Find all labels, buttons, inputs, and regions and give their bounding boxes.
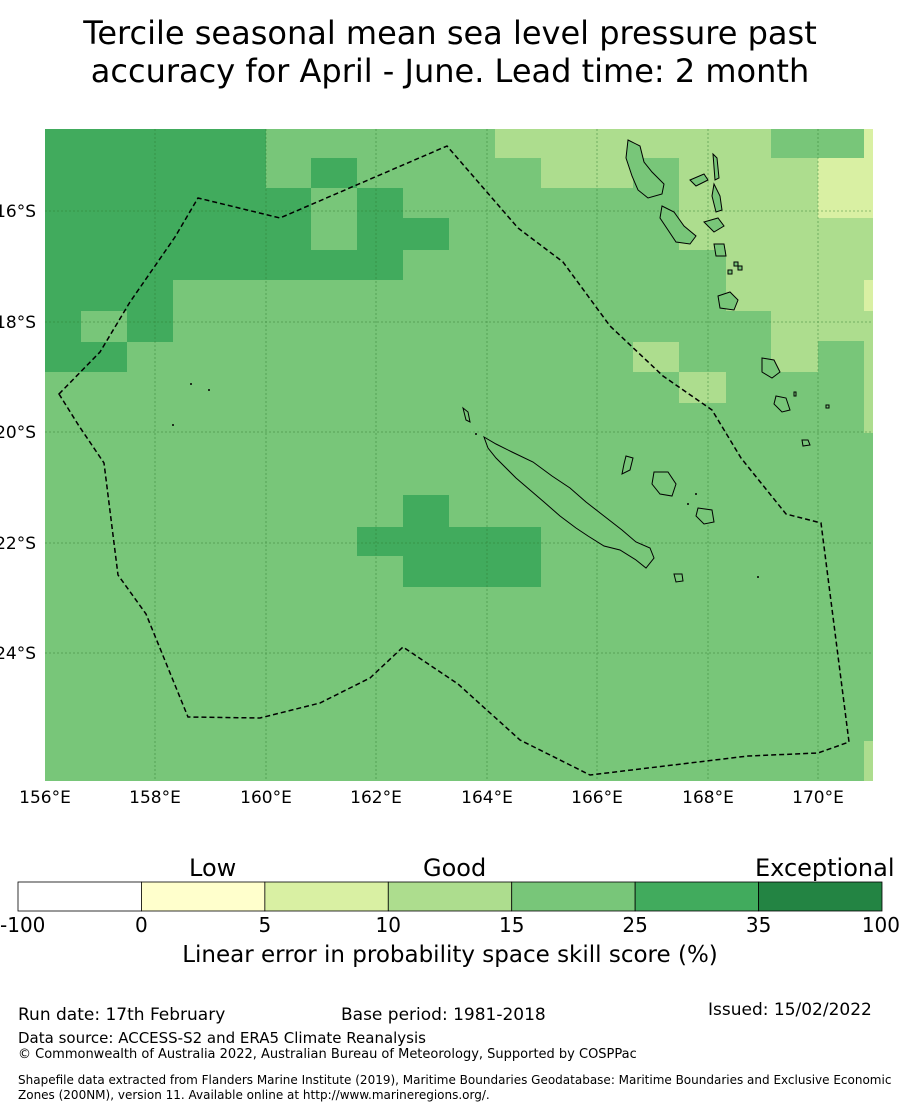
- vanuatu-espiritu-santo: [625, 139, 665, 199]
- vanuatu-tanna: [773, 395, 791, 413]
- lat-tick-label: 24°S: [0, 644, 36, 664]
- loyalty-island-mare: [695, 507, 715, 525]
- grid-cell: [679, 372, 726, 403]
- colorbar-tick-label: 10: [376, 913, 401, 937]
- lon-tick-label: 166°E: [571, 788, 623, 808]
- colorbar-category-low: Low: [189, 854, 237, 882]
- grid-cell: [357, 527, 541, 556]
- reef-dots: [172, 383, 759, 578]
- vanuatu-erromango: [761, 357, 781, 379]
- grid-cell: [311, 188, 357, 250]
- grid-cell: [266, 188, 311, 218]
- grid-cell: [311, 158, 357, 188]
- grid-cell: [403, 495, 449, 527]
- colorbar-swatch: [17, 881, 142, 912]
- colorbar-swatch: [511, 881, 636, 912]
- data-source: Data source: ACCESS-S2 and ERA5 Climate …: [18, 1029, 426, 1047]
- lat-tick-label: 22°S: [0, 534, 36, 554]
- colorbar-category-exceptional: Exceptional: [755, 854, 895, 882]
- grid-cell: [818, 158, 864, 218]
- grid-cell: [864, 129, 873, 218]
- colorbar-tick-label: -100: [0, 913, 45, 937]
- loyalty-island-lifou: [651, 471, 677, 497]
- lon-tick-label: 168°E: [682, 788, 734, 808]
- colorbar-category-good: Good: [423, 854, 487, 882]
- lon-tick-label: 160°E: [240, 788, 292, 808]
- graticule: [45, 129, 873, 781]
- grid-cell: [864, 280, 873, 311]
- issued-date: Issued: 15/02/2022: [708, 1000, 872, 1020]
- grid-cell: [633, 342, 679, 372]
- grid-cell: [771, 341, 818, 372]
- vanuatu-ambae: [689, 173, 709, 187]
- grid-cell: [403, 556, 541, 587]
- grid-cell: [864, 341, 873, 433]
- title-line-1: Tercile seasonal mean sea level pressure…: [83, 14, 817, 52]
- small-islet: [727, 269, 733, 275]
- colorbar-swatch: [264, 881, 389, 912]
- vanuatu-epi: [713, 243, 727, 257]
- colorbar-swatch: [141, 881, 266, 912]
- grid-cell: [403, 218, 449, 250]
- isle-of-pines: [673, 573, 684, 583]
- colorbar-tick-label: 0: [135, 913, 148, 937]
- new-caledonia-island: [483, 435, 655, 569]
- lat-tick-label: 20°S: [0, 423, 36, 443]
- colorbar-swatch: [634, 881, 759, 912]
- colorbar-tick-label: 5: [258, 913, 271, 937]
- grid-cell: [81, 311, 127, 342]
- small-islet: [825, 404, 830, 409]
- skill-grid: [45, 129, 873, 781]
- lon-tick-label: 164°E: [461, 788, 513, 808]
- map-title: Tercile seasonal mean sea level pressure…: [0, 14, 900, 90]
- colorbar: [17, 881, 883, 912]
- colorbar-swatch: [387, 881, 513, 912]
- lat-tick-labels: 16°S 18°S 20°S 22°S 24°S: [0, 202, 36, 664]
- vanuatu-ambrym: [703, 217, 725, 233]
- lon-tick-label: 156°E: [19, 788, 71, 808]
- colorbar-swatch: [758, 881, 883, 912]
- lat-tick-label: 18°S: [0, 313, 36, 333]
- coastlines: [462, 139, 830, 583]
- eez-boundary: [58, 145, 850, 776]
- grid-cell: [771, 158, 818, 341]
- small-islet: [793, 391, 797, 397]
- grid-cell: [357, 188, 403, 218]
- colorbar-tick-label: 100: [862, 913, 900, 937]
- loyalty-island-ouvea: [621, 455, 634, 475]
- lon-tick-labels: 156°E 158°E 160°E 162°E 164°E 166°E 168°…: [19, 788, 844, 808]
- vanuatu-efate: [717, 291, 739, 311]
- copyright: © Commonwealth of Australia 2022, Austra…: [18, 1047, 637, 1062]
- lon-tick-label: 162°E: [350, 788, 402, 808]
- grid-cell: [45, 342, 127, 372]
- belep-island: [462, 406, 471, 423]
- small-islet: [733, 261, 739, 267]
- colorbar-ticks: -100 0 5 10 15 25 35 100: [0, 913, 900, 937]
- grid-cell: [818, 218, 873, 341]
- colorbar-tick-label: 15: [499, 913, 524, 937]
- vanuatu-malekula: [659, 205, 697, 245]
- vanuatu-maewo: [712, 152, 720, 181]
- small-islet: [737, 265, 743, 271]
- colorbar-label: Linear error in probability space skill …: [182, 942, 718, 968]
- base-period: Base period: 1981-2018: [341, 1005, 546, 1025]
- vanuatu-pentecost: [711, 182, 723, 213]
- colorbar-tick-label: 25: [622, 913, 647, 937]
- grid-cell: [864, 741, 873, 781]
- run-date: Run date: 17th February: [18, 1005, 226, 1025]
- title-line-2: accuracy for April - June. Lead time: 2 …: [90, 52, 810, 90]
- matthew-island: [801, 439, 811, 447]
- lon-tick-label: 158°E: [129, 788, 181, 808]
- lat-tick-label: 16°S: [0, 202, 36, 222]
- grid-cell: [726, 250, 771, 280]
- grid-cell: [541, 158, 633, 188]
- colorbar-tick-label: 35: [746, 913, 771, 937]
- shapefile-credit: Shapefile data extracted from Flanders M…: [18, 1073, 892, 1102]
- lon-tick-label: 170°E: [792, 788, 844, 808]
